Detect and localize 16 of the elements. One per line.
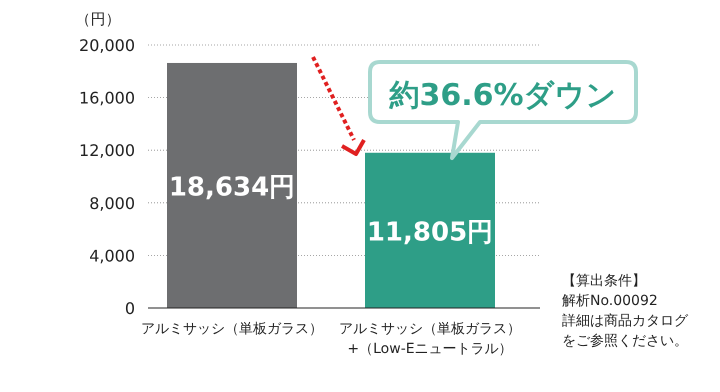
text: をご参照ください。 bbox=[562, 333, 688, 349]
annotation: 約36.6%ダウン bbox=[388, 78, 617, 113]
x-tick-label: アルミサッシ（単板ガラス） bbox=[141, 321, 323, 337]
y-tick-label: 20,000 bbox=[79, 36, 135, 55]
text: 解析No.00092 bbox=[562, 293, 658, 309]
data-label: 18,634円 bbox=[168, 172, 296, 202]
text: 詳細は商品カタログ bbox=[562, 313, 689, 329]
data-label: 11,805円 bbox=[366, 217, 494, 248]
text: 【算出条件】 bbox=[562, 273, 646, 289]
y-tick-label: 12,000 bbox=[79, 141, 135, 160]
y-axis-title: （円） bbox=[76, 10, 120, 28]
x-tick-label: アルミサッシ（単板ガラス） +（Low-Eニュートラル） bbox=[339, 321, 521, 357]
y-tick-label: 16,000 bbox=[79, 88, 135, 108]
y-tick-label: 0 bbox=[124, 299, 135, 318]
y-tick-label: 4,000 bbox=[89, 246, 135, 266]
y-tick-label: 8,000 bbox=[89, 194, 135, 213]
